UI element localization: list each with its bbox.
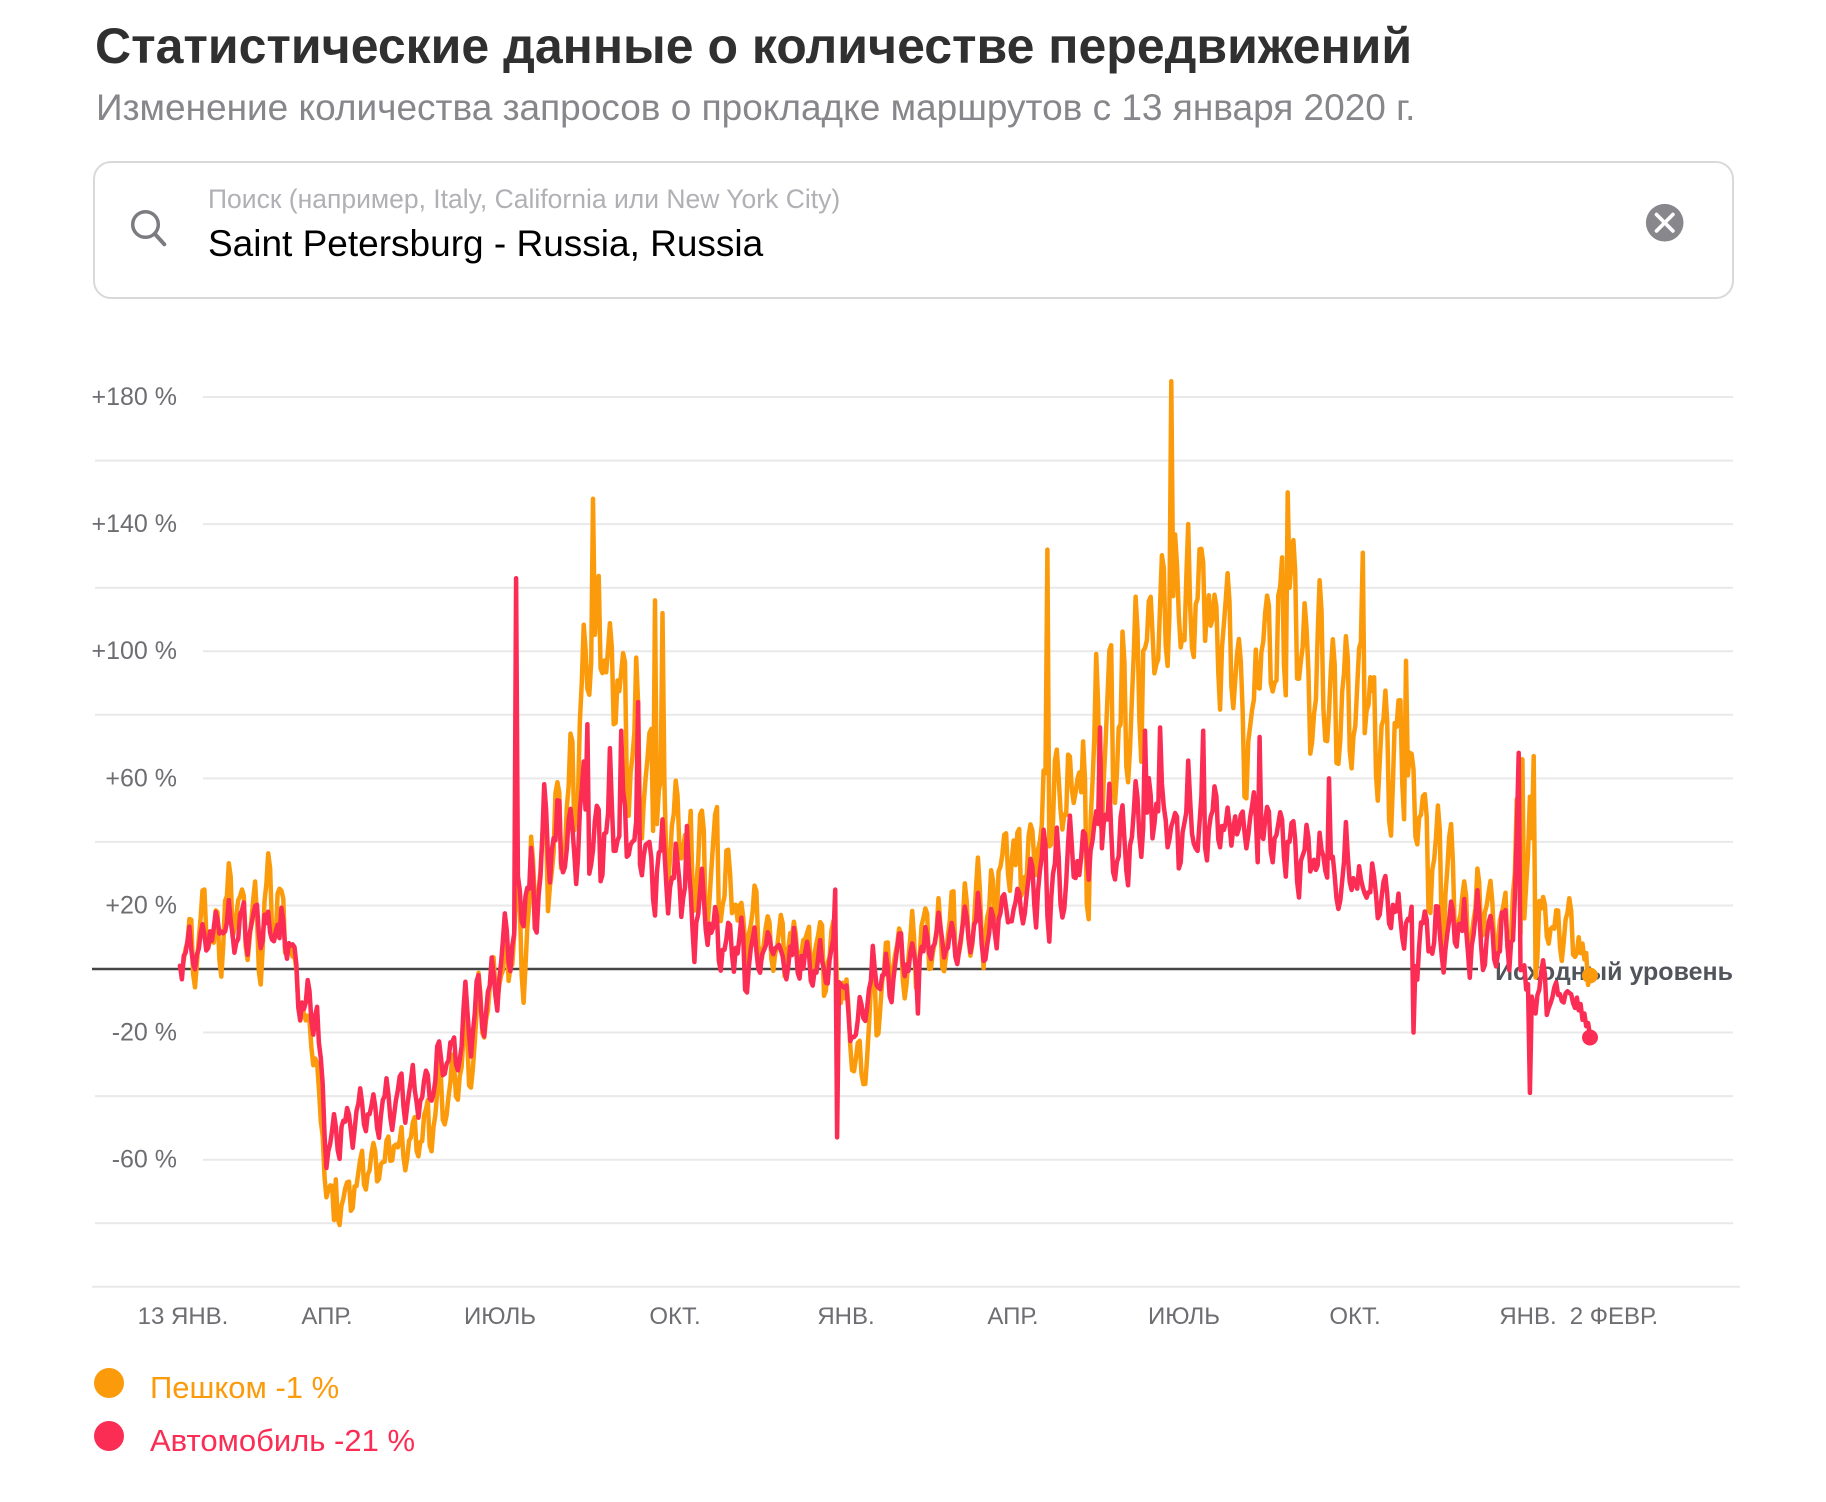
svg-text:-20 %: -20 % xyxy=(112,1019,177,1047)
svg-text:ЯНВ.: ЯНВ. xyxy=(817,1303,874,1330)
svg-text:13 ЯНВ.: 13 ЯНВ. xyxy=(138,1303,229,1330)
svg-text:ИЮЛЬ: ИЮЛЬ xyxy=(1148,1303,1220,1330)
svg-text:АПР.: АПР. xyxy=(987,1303,1038,1330)
svg-text:Исходный уровень: Исходный уровень xyxy=(1495,958,1733,986)
svg-text:+140 %: +140 % xyxy=(92,510,178,538)
svg-text:-60 %: -60 % xyxy=(112,1146,177,1174)
svg-text:+180 %: +180 % xyxy=(92,383,178,411)
svg-text:ОКТ.: ОКТ. xyxy=(649,1303,700,1330)
svg-text:+60 %: +60 % xyxy=(105,764,177,792)
svg-text:Пешком -1 %: Пешком -1 % xyxy=(150,1370,339,1405)
svg-text:+20 %: +20 % xyxy=(105,892,177,920)
svg-text:ЯНВ.: ЯНВ. xyxy=(1499,1303,1556,1330)
svg-text:ОКТ.: ОКТ. xyxy=(1329,1303,1380,1330)
svg-text:+100 %: +100 % xyxy=(92,637,178,665)
svg-text:АПР.: АПР. xyxy=(301,1303,352,1330)
svg-text:ИЮЛЬ: ИЮЛЬ xyxy=(464,1303,536,1330)
svg-text:2 ФЕВР.: 2 ФЕВР. xyxy=(1570,1303,1658,1330)
svg-text:Автомобиль -21 %: Автомобиль -21 % xyxy=(150,1423,415,1458)
